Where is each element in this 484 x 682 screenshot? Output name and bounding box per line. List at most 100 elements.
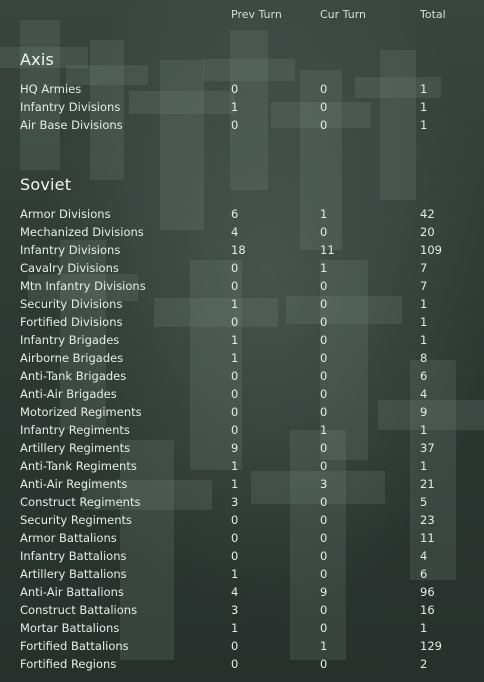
- prev-turn-value: 0: [231, 549, 239, 563]
- total-value: 7: [420, 279, 428, 293]
- total-value: 6: [420, 567, 428, 581]
- cur-turn-value: 0: [320, 351, 328, 365]
- unit-type-label: Construct Battalions: [20, 603, 138, 617]
- prev-turn-value: 0: [231, 387, 239, 401]
- prev-turn-value: 1: [231, 100, 239, 114]
- prev-turn-value: 3: [231, 495, 239, 509]
- total-value: 6: [420, 369, 428, 383]
- total-value: 1: [420, 82, 428, 96]
- cur-turn-value: 0: [320, 603, 328, 617]
- total-value: 21: [420, 477, 435, 491]
- cur-turn-value: 0: [320, 567, 328, 581]
- unit-type-label: Construct Regiments: [20, 495, 141, 509]
- total-value: 11: [420, 531, 435, 545]
- table-row: Mortar Battalions 1 0 1: [0, 621, 484, 639]
- cur-turn-value: 11: [320, 243, 335, 257]
- unit-type-label: Cavalry Divisions: [20, 261, 119, 275]
- table-row: Airborne Brigades 1 0 8: [0, 351, 484, 369]
- cross-shape: [129, 60, 235, 230]
- cur-turn-value: 0: [320, 369, 328, 383]
- table-row: Infantry Battalions 0 0 4: [0, 549, 484, 567]
- prev-turn-value: 0: [231, 261, 239, 275]
- total-value: 1: [420, 315, 428, 329]
- unit-type-label: Infantry Battalions: [20, 549, 127, 563]
- prev-turn-value: 9: [231, 441, 239, 455]
- cross-shape: [66, 40, 148, 180]
- unit-type-label: Anti-Air Regiments: [20, 477, 128, 491]
- prev-turn-value: 0: [231, 513, 239, 527]
- cur-turn-value: 0: [320, 225, 328, 239]
- table-row: Armor Divisions 6 1 42: [0, 207, 484, 225]
- table-row: Mechanized Divisions 4 0 20: [0, 225, 484, 243]
- cross-shape: [377, 360, 484, 580]
- total-value: 1: [420, 297, 428, 311]
- cross-shape: [203, 30, 295, 190]
- cross-shape: [270, 70, 372, 250]
- total-value: 1: [420, 621, 428, 635]
- table-row: Armor Battalions 0 0 11: [0, 531, 484, 549]
- cur-turn-value: 0: [320, 549, 328, 563]
- prev-turn-value: 0: [231, 657, 239, 671]
- cur-turn-value: 0: [320, 513, 328, 527]
- unit-type-label: Security Divisions: [20, 297, 123, 311]
- total-value: 20: [420, 225, 435, 239]
- prev-turn-value: 1: [231, 567, 239, 581]
- cross-shape: [82, 440, 212, 660]
- unit-type-label: Fortified Battalions: [20, 639, 129, 653]
- table-row: Fortified Regions 0 0 2: [0, 657, 484, 675]
- cur-turn-value: 0: [320, 279, 328, 293]
- prev-turn-value: 0: [231, 369, 239, 383]
- total-value: 42: [420, 207, 435, 221]
- cur-turn-value: 0: [320, 118, 328, 132]
- cur-turn-value: 3: [320, 477, 328, 491]
- table-row: Artillery Battalions 1 0 6: [0, 567, 484, 585]
- total-value: 8: [420, 351, 428, 365]
- table-row: Security Regiments 0 0 23: [0, 513, 484, 531]
- total-value: 1: [420, 333, 428, 347]
- table-row: Infantry Regiments 0 1 1: [0, 423, 484, 441]
- prev-turn-value: 6: [231, 207, 239, 221]
- table-row: Fortified Divisions 0 0 1: [0, 315, 484, 333]
- total-value: 37: [420, 441, 435, 455]
- unit-type-label: Mechanized Divisions: [20, 225, 144, 239]
- table-row: Mtn Infantry Divisions 0 0 7: [0, 279, 484, 297]
- table-row: Motorized Regiments 0 0 9: [0, 405, 484, 423]
- table-row: Air Base Divisions 0 0 1: [0, 118, 484, 136]
- prev-turn-value: 0: [231, 315, 239, 329]
- total-header: Total: [420, 8, 446, 21]
- total-value: 2: [420, 657, 428, 671]
- prev-turn-value: 1: [231, 477, 239, 491]
- prev-turn-value: 0: [231, 118, 239, 132]
- unit-type-label: Anti-Tank Brigades: [20, 369, 127, 383]
- cur-turn-value: 0: [320, 82, 328, 96]
- table-row: Construct Regiments 3 0 5: [0, 495, 484, 513]
- total-value: 1: [420, 118, 428, 132]
- unit-type-label: HQ Armies: [20, 82, 82, 96]
- unit-type-label: Motorized Regiments: [20, 405, 142, 419]
- cur-turn-value: 1: [320, 261, 328, 275]
- cross-shape: [286, 260, 402, 460]
- prev-turn-value: 4: [231, 585, 239, 599]
- prev-turn-value: 0: [231, 82, 239, 96]
- table-row: Infantry Divisions 18 11 109: [0, 243, 484, 261]
- cur-turn-value: 0: [320, 387, 328, 401]
- prev-turn-value: 0: [231, 405, 239, 419]
- unit-type-label: Infantry Divisions: [20, 100, 121, 114]
- prev-turn-value: 0: [231, 279, 239, 293]
- unit-type-label: Mortar Battalions: [20, 621, 120, 635]
- table-row: Cavalry Divisions 0 1 7: [0, 261, 484, 279]
- prev-turn-value: 1: [231, 333, 239, 347]
- cross-shape: [0, 20, 88, 170]
- total-value: 96: [420, 585, 435, 599]
- cur-turn-value: 9: [320, 585, 328, 599]
- cur-turn-value: 1: [320, 639, 328, 653]
- unit-type-label: Air Base Divisions: [20, 118, 123, 132]
- prev-turn-value: 1: [231, 351, 239, 365]
- prev-turn-value: 1: [231, 297, 239, 311]
- unit-type-label: Anti-Air Brigades: [20, 387, 117, 401]
- cross-shape: [354, 50, 442, 200]
- total-value: 23: [420, 513, 435, 527]
- total-value: 129: [420, 639, 442, 653]
- prev-turn-value: 0: [231, 639, 239, 653]
